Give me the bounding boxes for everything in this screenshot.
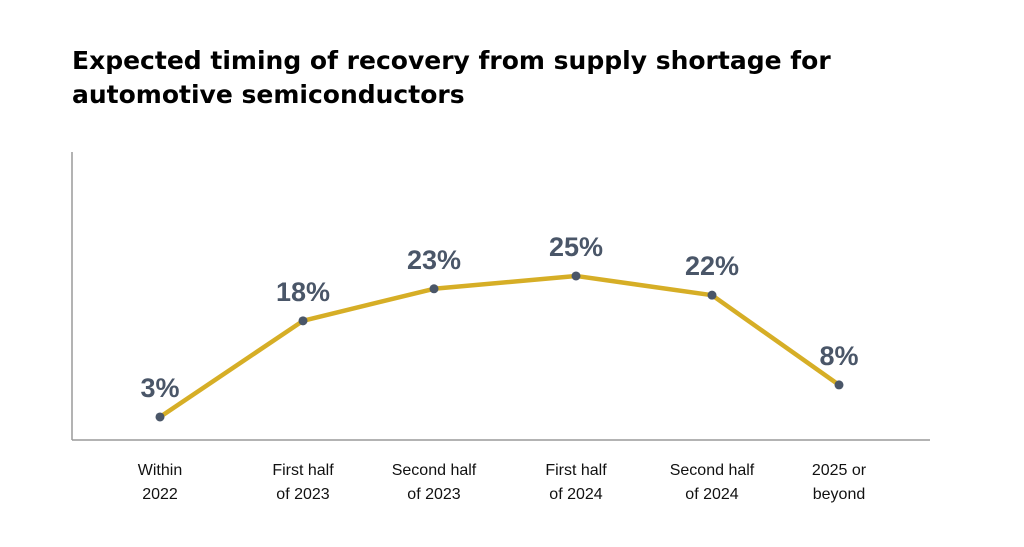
series-line	[157, 273, 842, 420]
series-layer	[157, 273, 842, 420]
x-tick-label: Second half of 2024	[670, 462, 755, 503]
x-tick-label: Second half of 2023	[392, 462, 477, 503]
value-label-layer: 3% 18% 23% 25% 22% 8%	[140, 232, 858, 403]
chart-title: Expected timing of recovery from supply …	[72, 46, 831, 109]
x-tick-label: First half of 2024	[545, 462, 607, 503]
data-point	[834, 380, 844, 390]
data-label: 23%	[407, 245, 461, 275]
x-tick-label: Within 2022	[138, 462, 182, 503]
data-point	[298, 316, 308, 326]
x-tick-label: 2025 or beyond	[812, 462, 867, 503]
category-label-layer: Within 2022 First half of 2023 Second half of…	[138, 462, 867, 503]
data-point	[571, 271, 581, 281]
data-label: 25%	[549, 232, 603, 262]
data-label: 8%	[819, 341, 858, 371]
data-point	[429, 284, 439, 294]
data-point	[707, 290, 717, 300]
data-point	[155, 412, 165, 422]
data-label: 18%	[276, 277, 330, 307]
x-tick-label: First half of 2023	[272, 462, 334, 503]
data-label: 3%	[140, 373, 179, 403]
marker-layer	[155, 271, 844, 422]
data-label: 22%	[685, 251, 739, 281]
